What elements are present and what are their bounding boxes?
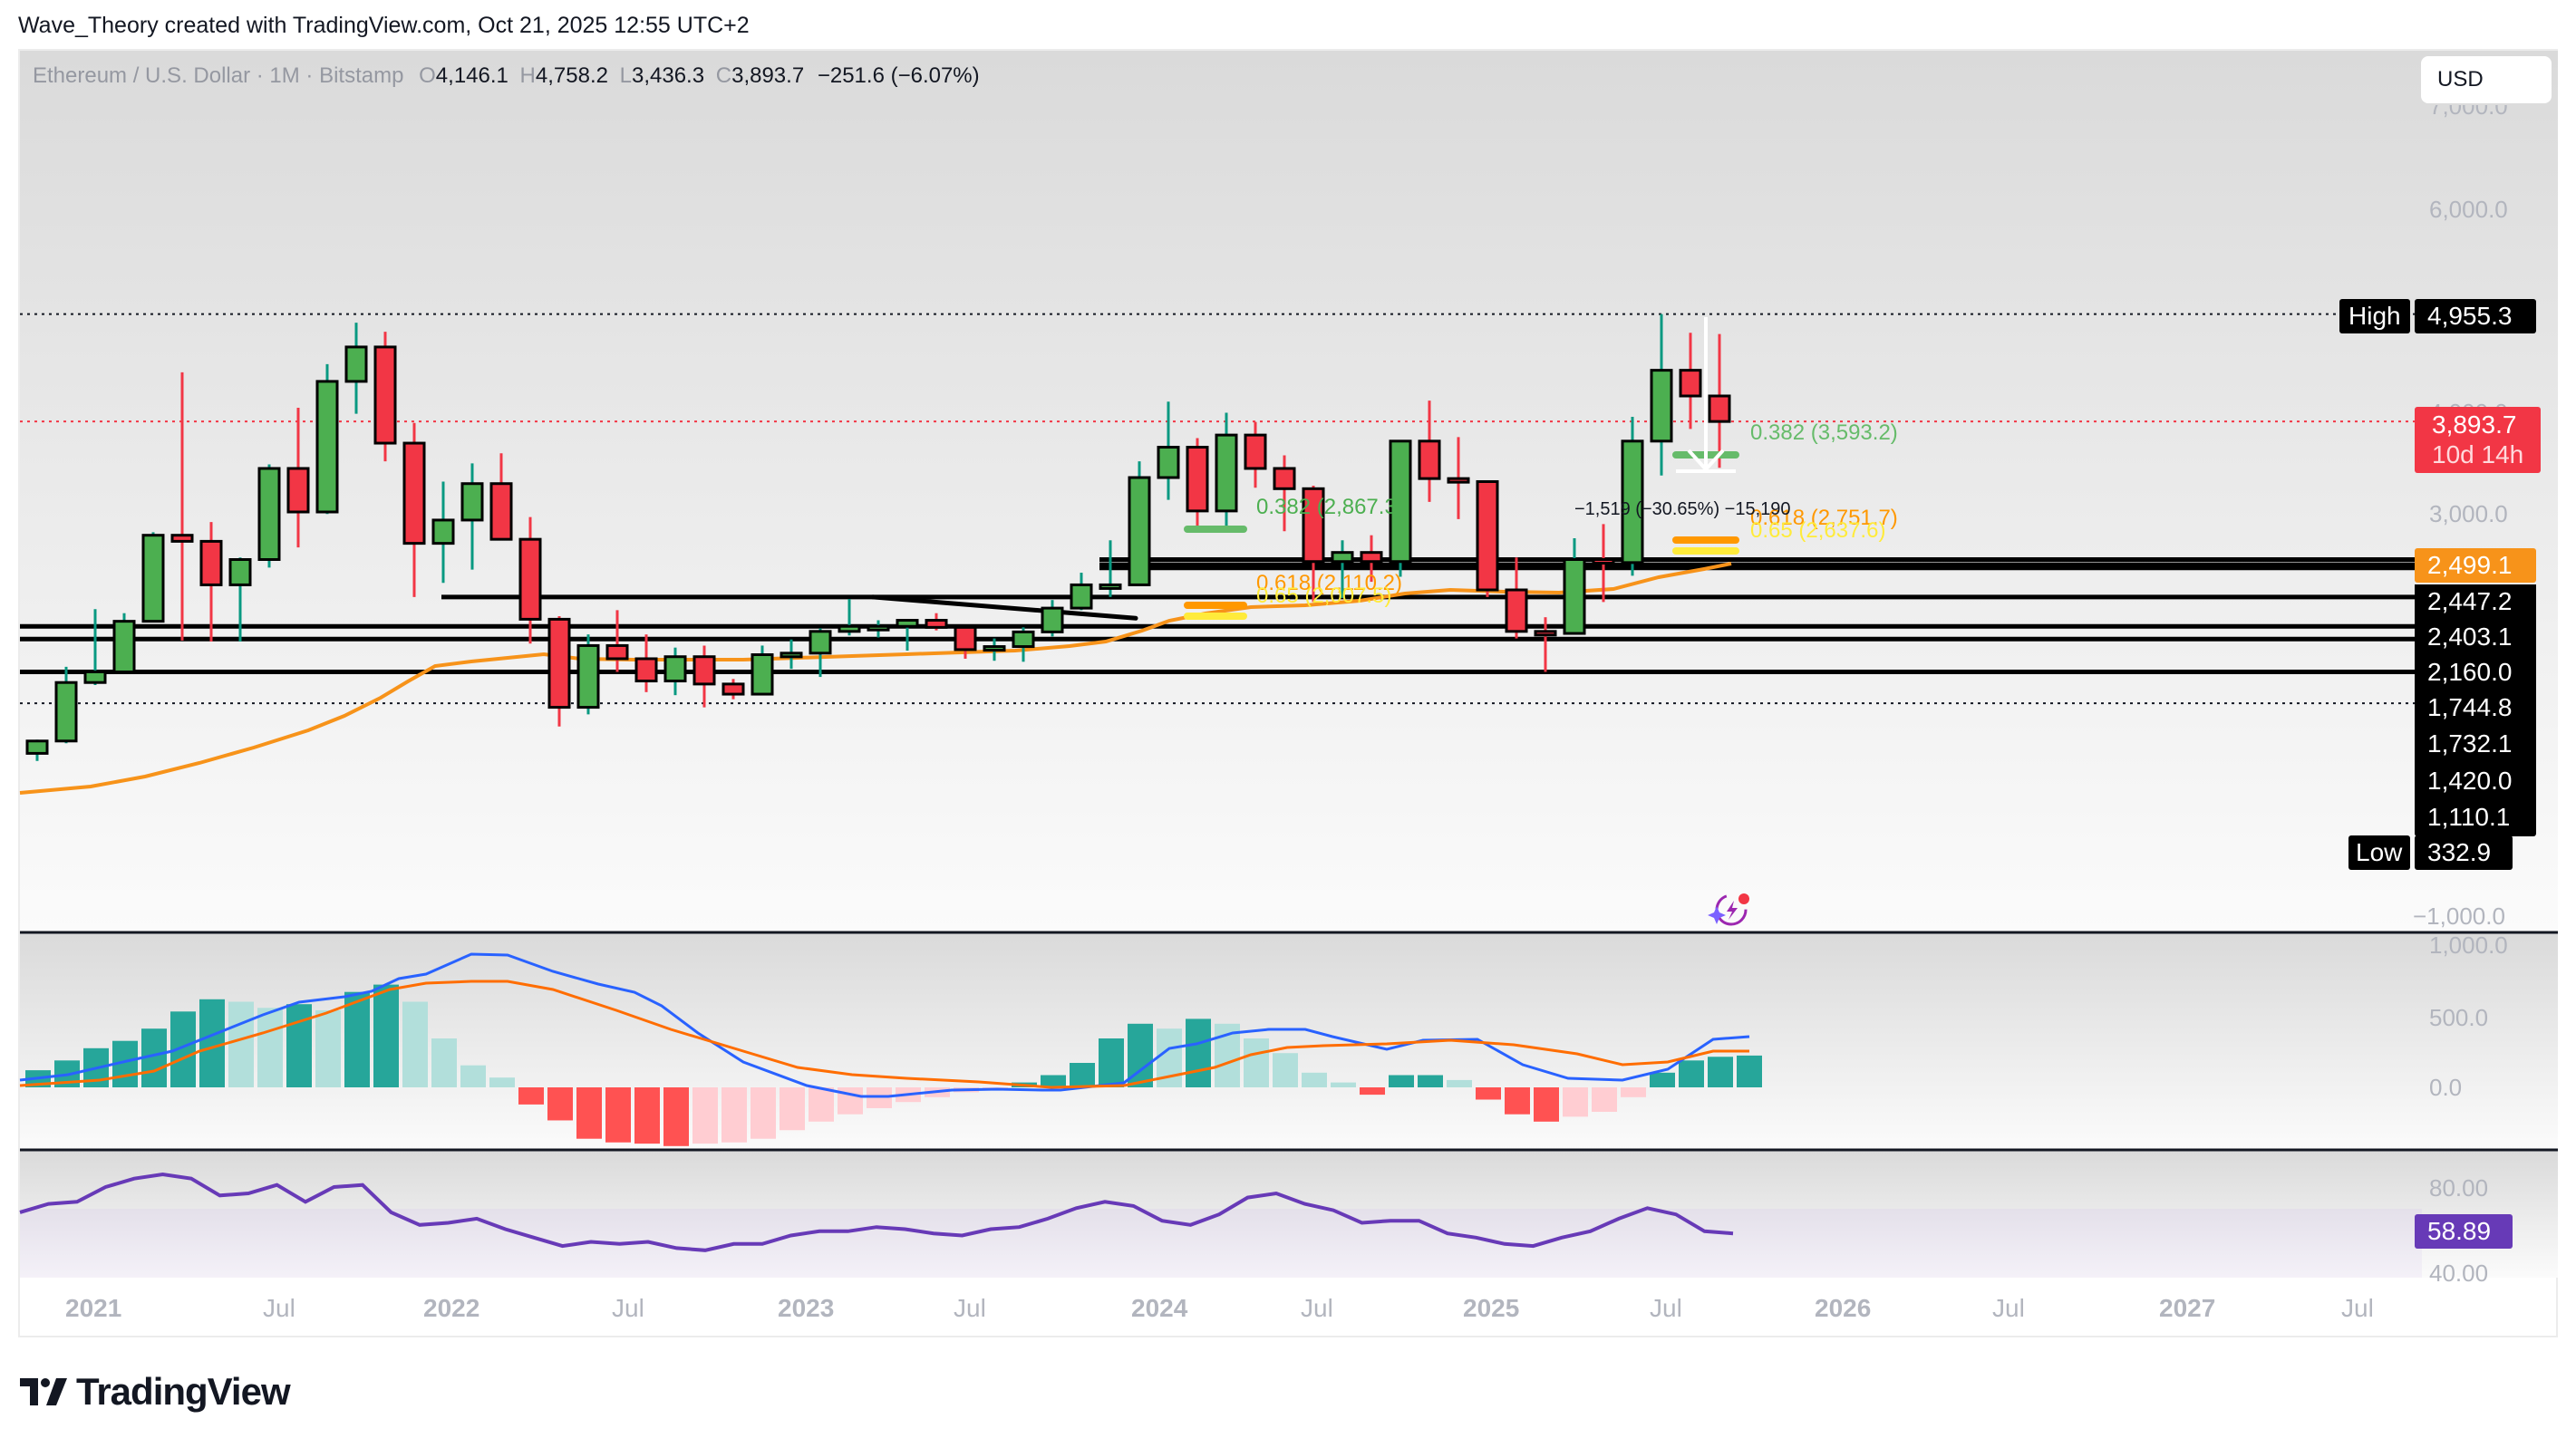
price-tick: 6,000.0 bbox=[2429, 196, 2508, 223]
rsi-value-tag: 58.89 bbox=[2415, 1214, 2513, 1249]
macd-indicator bbox=[19, 952, 1762, 1146]
fib-label-65-prev: 0.65 (2,007.5) bbox=[1256, 584, 1392, 608]
high-value-tag: 4,955.3 bbox=[2415, 299, 2536, 333]
fib-label-618-prev: 0.618 (2,110.2) bbox=[1256, 571, 1403, 595]
ma-value-tag: 2,499.1 bbox=[2415, 548, 2536, 583]
moving-average-line bbox=[19, 562, 1732, 795]
symbol-legend: Ethereum / U.S. Dollar · 1M · Bitstamp O… bbox=[33, 63, 980, 89]
macd-pane bbox=[20, 933, 2558, 1149]
rsi-tick: 80.00 bbox=[2429, 1174, 2489, 1202]
close-label: C bbox=[715, 63, 732, 88]
macd-tick: 500.0 bbox=[2429, 1004, 2489, 1031]
symbol-name[interactable]: Ethereum / U.S. Dollar · 1M · Bitstamp bbox=[33, 63, 404, 88]
level-tag: 2,160.0 bbox=[2427, 658, 2513, 686]
price-tick: 3,000.0 bbox=[2429, 500, 2508, 527]
change-value: −251.6 (−6.07%) bbox=[817, 63, 980, 88]
level-tag: 2,447.2 bbox=[2427, 587, 2513, 615]
low-label-tag: Low bbox=[2348, 835, 2410, 870]
level-tag: 1,110.1 bbox=[2427, 803, 2511, 831]
time-label-month: Jul bbox=[2341, 1294, 2374, 1322]
low-value-tag: 332.9 bbox=[2415, 835, 2513, 870]
close-value: 3,893.7 bbox=[731, 63, 805, 88]
price-pane bbox=[20, 51, 2558, 932]
time-label-year: 2025 bbox=[1463, 1294, 1520, 1322]
level-tag: 1,744.8 bbox=[2427, 693, 2513, 721]
low-value: 3,436.3 bbox=[632, 63, 705, 88]
time-label-month: Jul bbox=[1992, 1294, 2025, 1322]
high-value: 4,758.2 bbox=[535, 63, 608, 88]
price-tick: 7,000.0 bbox=[2429, 92, 2508, 120]
time-label-month: Jul bbox=[1301, 1294, 1333, 1322]
level-tags bbox=[2415, 584, 2536, 836]
currency-button[interactable]: USD bbox=[2421, 56, 2552, 103]
time-label-year: 2021 bbox=[65, 1294, 122, 1322]
tradingview-logo[interactable]: TradingView bbox=[20, 1370, 291, 1414]
tradingview-logo-icon bbox=[20, 1378, 67, 1405]
rsi-indicator bbox=[19, 1172, 1734, 1252]
last-price-tag: 3,893.7 10d 14h bbox=[2415, 407, 2541, 473]
level-tag: 1,420.0 bbox=[2427, 767, 2513, 795]
time-label-month: Jul bbox=[612, 1294, 644, 1322]
fib-label-618-current: 0.618 (2,751.7) bbox=[1750, 506, 1898, 530]
time-label-month: Jul bbox=[263, 1294, 295, 1322]
macd-tick: 1,000.0 bbox=[2429, 932, 2508, 959]
time-label-month: Jul bbox=[1650, 1294, 1682, 1322]
bar-countdown: 10d 14h bbox=[2432, 440, 2524, 468]
open-label: O bbox=[419, 63, 436, 88]
fib-label-382-prev: 0.382 (2,867.3) bbox=[1256, 495, 1404, 519]
fibonacci-annotations bbox=[1184, 317, 1739, 620]
rsi-band bbox=[20, 1209, 2422, 1278]
low-label: L bbox=[619, 63, 632, 88]
time-label-month: Jul bbox=[954, 1294, 986, 1322]
rsi-tick: 40.00 bbox=[2429, 1260, 2489, 1287]
last-price-value: 3,893.7 bbox=[2432, 410, 2517, 439]
fib-label-65-current: 0.65 (2,637.6) bbox=[1750, 518, 1886, 543]
open-value: 4,146.1 bbox=[435, 63, 508, 88]
level-tag: 2,403.1 bbox=[2427, 623, 2513, 651]
high-label-tag: High bbox=[2339, 299, 2410, 333]
high-label: H bbox=[519, 63, 536, 88]
measure-label: −1,519 (−30.65%) −15,190 bbox=[1574, 499, 1791, 519]
horizontal-levels bbox=[20, 313, 2420, 705]
credit-text: Wave_Theory created with TradingView.com… bbox=[18, 13, 750, 38]
macd-tick: 0.0 bbox=[2429, 1074, 2463, 1101]
time-label-year: 2026 bbox=[1815, 1294, 1872, 1322]
time-label-year: 2027 bbox=[2159, 1294, 2216, 1322]
candlesticks bbox=[25, 314, 1731, 761]
ai-assistant-icon[interactable] bbox=[1708, 893, 1749, 926]
time-label-year: 2023 bbox=[778, 1294, 835, 1322]
tradingview-logo-text: TradingView bbox=[76, 1370, 291, 1413]
price-tick: −1,000.0 bbox=[2413, 903, 2505, 930]
fib-label-382-current: 0.382 (3,593.2) bbox=[1750, 420, 1898, 445]
time-label-year: 2024 bbox=[1131, 1294, 1188, 1322]
time-label-year: 2022 bbox=[423, 1294, 480, 1322]
level-tag: 1,732.1 bbox=[2427, 729, 2513, 758]
